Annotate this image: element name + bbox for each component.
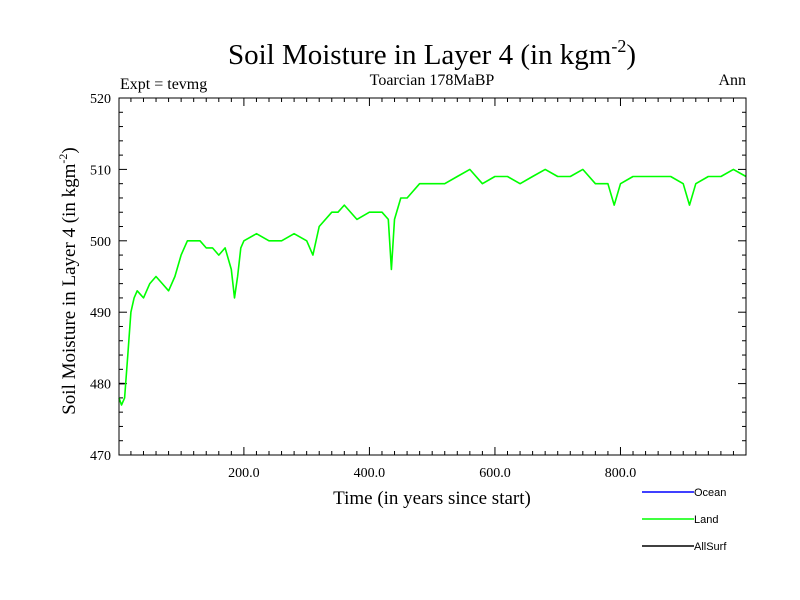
chart-title-main: Soil Moisture in Layer 4 (in kgm: [228, 39, 612, 71]
chart-title: Soil Moisture in Layer 4 (in kgm-2): [228, 36, 636, 71]
chart-title-superscript: -2: [611, 36, 626, 56]
y-tick-label: 490: [90, 306, 111, 321]
y-tick-label: 480: [90, 378, 111, 393]
season-label: Ann: [718, 72, 746, 89]
y-tick-label: 520: [90, 92, 111, 107]
plot-frame: [118, 97, 747, 456]
y-tick-label: 470: [90, 449, 111, 464]
y-axis-label: Soil Moisture in Layer 4 (in kgm-2): [56, 147, 80, 415]
legend-label-allsurf: AllSurf: [694, 541, 727, 553]
y-axis-label-main: Soil Moisture in Layer 4 (in kgm: [59, 163, 80, 414]
axis-ticks: 470 480 490 500 510 520 200.0 400.0 600.0 800.0: [90, 92, 747, 481]
period-label: Toarcian 178MaBP: [370, 72, 495, 89]
series-line-land: [118, 168, 747, 406]
legend-label-land: Land: [694, 514, 718, 526]
y-axis-label-superscript: -2: [56, 154, 70, 164]
experiment-label: Expt = tevmg: [120, 76, 207, 93]
x-axis-label: Time (in years since start): [333, 488, 531, 509]
x-tick-label: 600.0: [479, 466, 511, 481]
x-tick-label: 200.0: [228, 466, 260, 481]
y-tick-label: 500: [90, 235, 111, 250]
legend: Ocean Land AllSurf: [642, 487, 727, 553]
y-tick-label: 510: [90, 163, 111, 178]
plot-lines: [118, 168, 747, 406]
legend-label-ocean: Ocean: [694, 487, 726, 499]
x-tick-label: 800.0: [605, 466, 637, 481]
y-axis-label-close: ): [59, 147, 80, 153]
chart-title-close: ): [626, 39, 636, 71]
x-tick-label: 400.0: [354, 466, 386, 481]
